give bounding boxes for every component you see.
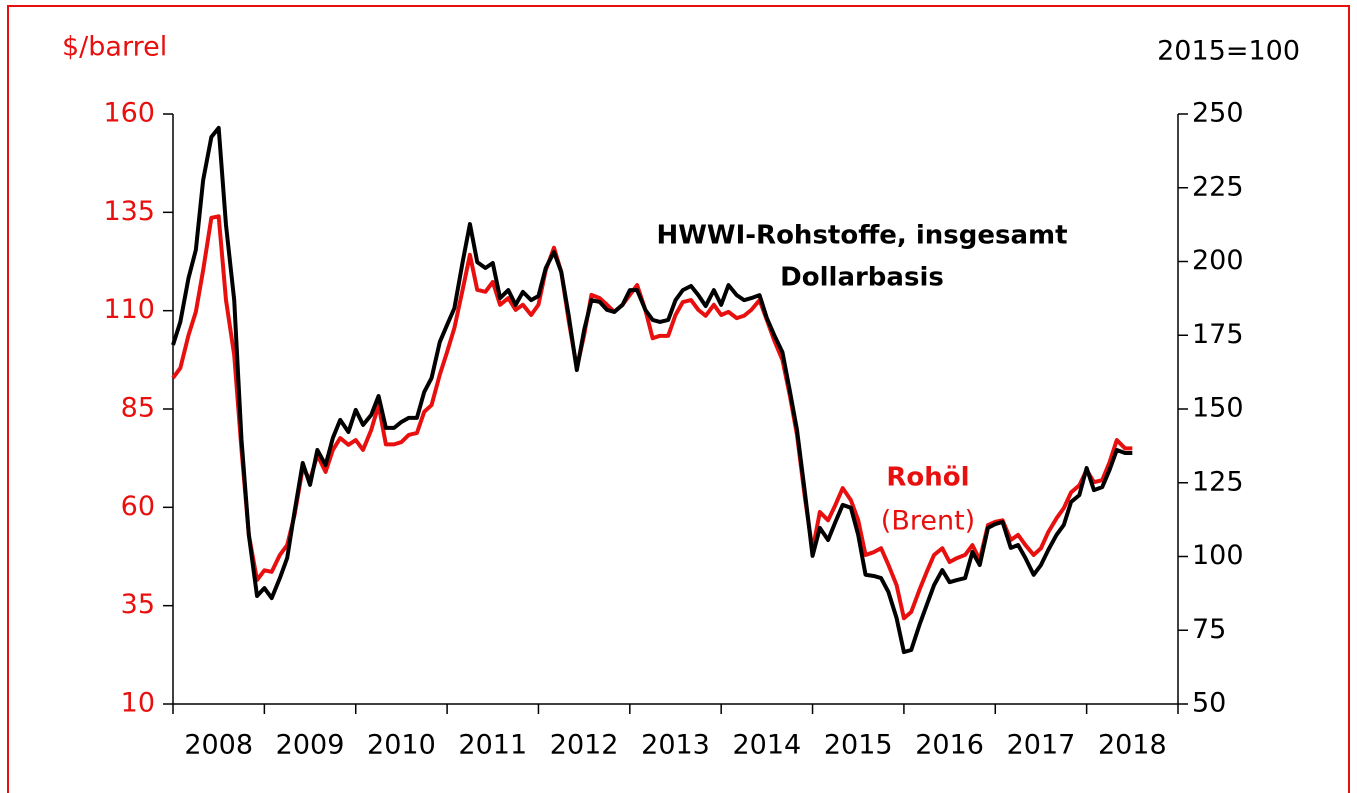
y-tick-label: 85 [121, 393, 155, 424]
x-tick-label: 2017 [1007, 730, 1076, 761]
y2-tick-label: 225 [1192, 171, 1244, 202]
x-tick-label: 2018 [1098, 730, 1167, 761]
y-tick-label: 110 [103, 294, 155, 325]
y2-tick-label: 150 [1192, 393, 1244, 424]
y-tick-label: 160 [103, 98, 155, 129]
y2-tick-label: 250 [1192, 98, 1244, 129]
y2-tick-label: 75 [1192, 614, 1226, 645]
x-tick-label: 2008 [184, 730, 253, 761]
line-series [171, 125, 1133, 655]
y-tick-label: 60 [121, 491, 155, 522]
y-axis-label: $/barrel [62, 32, 167, 63]
annotation: Dollarbasis [780, 263, 944, 293]
annotation: Rohöl [886, 463, 969, 493]
x-tick-label: 2012 [550, 730, 619, 761]
annotation: (Brent) [881, 506, 975, 537]
x-tick-label: 2011 [458, 730, 527, 761]
x-tick-label: 2014 [733, 730, 802, 761]
x-tick-label: 2015 [824, 730, 893, 761]
line-series [171, 214, 1133, 621]
x-tick-label: 2010 [367, 730, 436, 761]
x-tick-label: 2016 [915, 730, 984, 761]
y2-axis-label: 2015=100 [1157, 36, 1300, 67]
y-tick-label: 35 [121, 589, 155, 620]
x-tick-label: 2013 [641, 730, 710, 761]
frame [7, 5, 1350, 793]
y2-tick-label: 50 [1192, 688, 1226, 719]
y2-tick-label: 200 [1192, 245, 1244, 276]
annotation: HWWI-Rohstoffe, insgesamt [656, 221, 1067, 251]
x-tick-label: 2009 [276, 730, 345, 761]
y2-tick-label: 100 [1192, 540, 1244, 571]
y-tick-label: 10 [121, 688, 155, 719]
y2-tick-label: 175 [1192, 319, 1244, 350]
y2-tick-label: 125 [1192, 466, 1244, 497]
y-tick-label: 135 [103, 196, 155, 227]
